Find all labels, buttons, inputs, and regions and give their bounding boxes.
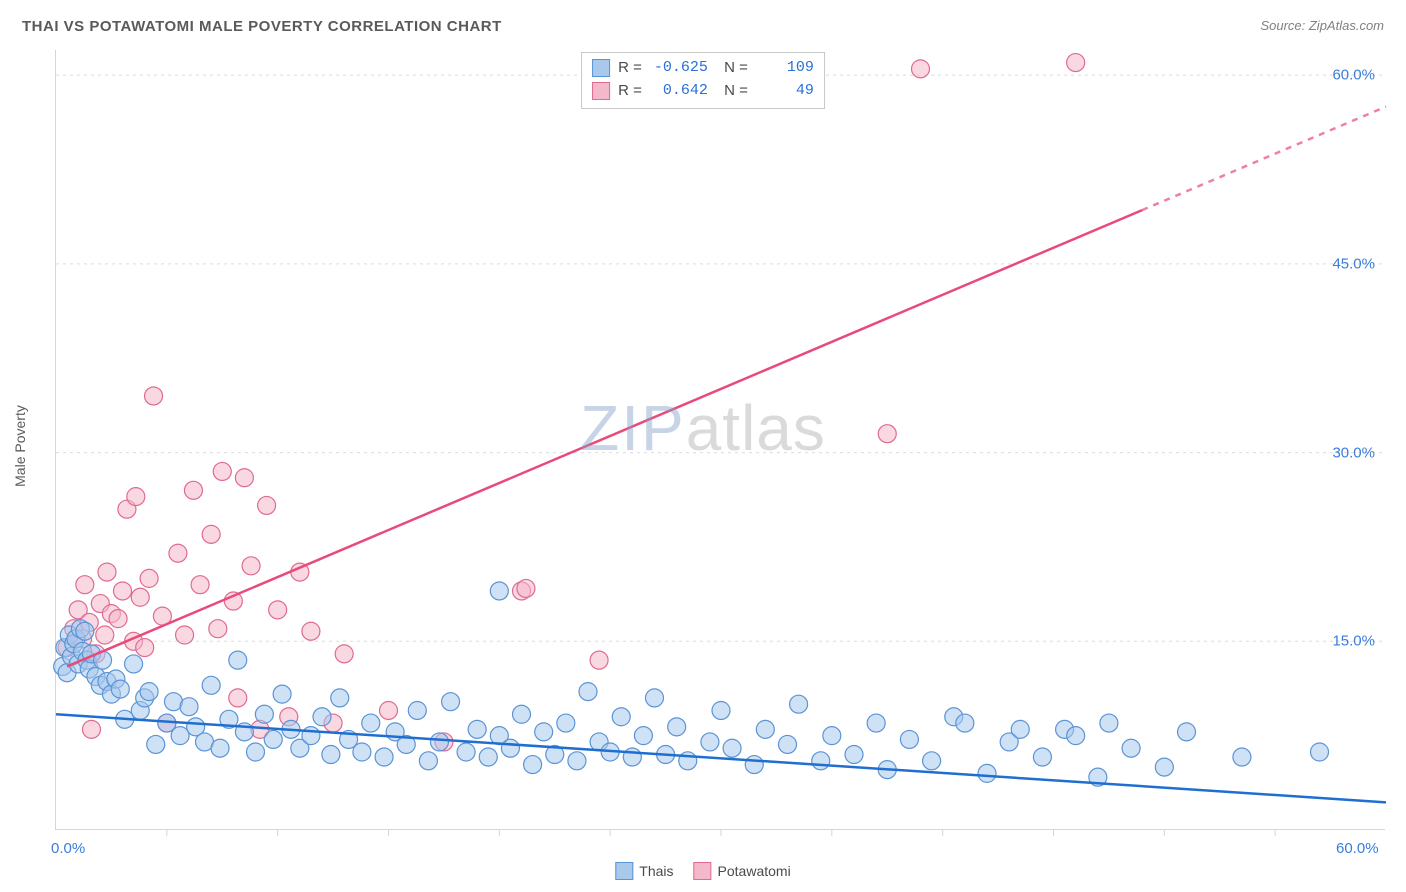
stats-r-value-potawatomi: 0.642: [650, 80, 708, 103]
legend-item-thais: Thais: [615, 862, 673, 880]
x-tick-label: 0.0%: [51, 840, 85, 857]
legend-bottom: Thais Potawatomi: [615, 862, 790, 880]
swatch-thais-icon: [615, 862, 633, 880]
stats-row-thais: R = -0.625 N = 109: [592, 57, 814, 80]
y-tick-label: 45.0%: [1332, 255, 1375, 272]
stats-r-value-thais: -0.625: [650, 57, 708, 80]
stats-r-label: R =: [618, 80, 642, 103]
swatch-potawatomi: [592, 82, 610, 100]
swatch-potawatomi-icon: [694, 862, 712, 880]
source-label: Source: ZipAtlas.com: [1260, 18, 1384, 33]
legend-label-thais: Thais: [639, 863, 673, 879]
stats-r-label: R =: [618, 57, 642, 80]
y-tick-label: 60.0%: [1332, 67, 1375, 84]
stats-n-label: N =: [716, 57, 748, 80]
stats-legend-box: R = -0.625 N = 109 R = 0.642 N = 49: [581, 52, 825, 109]
chart-title: THAI VS POTAWATOMI MALE POVERTY CORRELAT…: [22, 18, 502, 35]
legend-item-potawatomi: Potawatomi: [694, 862, 791, 880]
scatter-svg: [56, 50, 1385, 829]
x-tick-label: 60.0%: [1336, 840, 1379, 857]
plot-area: 15.0%30.0%45.0%60.0%0.0%60.0%: [55, 50, 1385, 830]
swatch-thais: [592, 59, 610, 77]
stats-n-value-thais: 109: [756, 57, 814, 80]
legend-label-potawatomi: Potawatomi: [718, 863, 791, 879]
stats-n-value-potawatomi: 49: [756, 80, 814, 103]
y-tick-label: 15.0%: [1332, 633, 1375, 650]
stats-row-potawatomi: R = 0.642 N = 49: [592, 80, 814, 103]
y-axis-label: Male Poverty: [12, 405, 28, 487]
y-tick-label: 30.0%: [1332, 444, 1375, 461]
stats-n-label: N =: [716, 80, 748, 103]
